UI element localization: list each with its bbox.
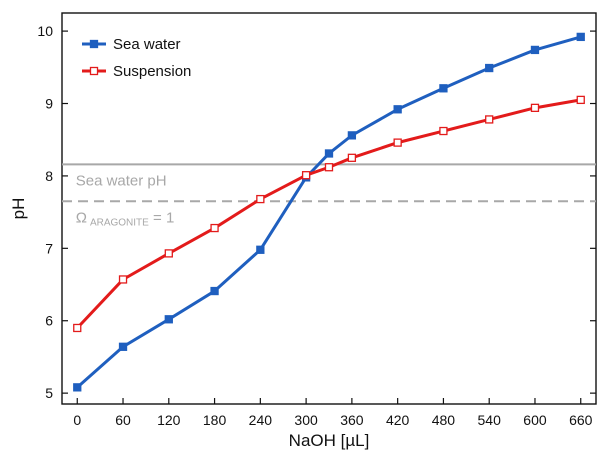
legend-label-sea-water: Sea water [113,36,181,53]
y-tick-label: 7 [45,240,53,256]
x-tick-label: 420 [386,412,410,428]
data-point-sea-water [210,286,219,296]
data-point-suspension [301,171,311,180]
data-point-sea-water [324,149,334,158]
data-point-sea-water [485,63,494,73]
plot-frame [61,12,597,405]
y-axis-title: pH [9,198,28,220]
data-point-sea-water [393,105,402,114]
x-tick-label: 120 [157,412,181,428]
data-point-suspension [73,323,82,333]
data-point-suspension [118,275,128,284]
x-tick-label: 480 [432,412,456,428]
y-tick-label: 6 [45,313,53,329]
aragonite-subscript: ARAGONITE [90,217,149,228]
x-axis-title: NaOH [µL] [289,431,370,450]
data-point-sea-water [164,315,173,324]
x-tick-label: 180 [203,412,227,428]
data-point-suspension [324,163,334,172]
data-point-sea-water [439,84,448,93]
x-tick-label: 600 [523,412,547,428]
aragonite-reference-label: Ω ARAGONITE = 1 [76,209,175,228]
x-tick-label: 240 [249,412,273,428]
data-point-suspension [210,223,219,233]
x-tick-label: 660 [569,412,593,428]
data-point-suspension [439,126,448,136]
x-tick-label: 300 [294,412,318,428]
data-point-sea-water [73,383,82,392]
data-point-suspension [393,138,402,147]
y-tick-label: 8 [45,168,53,184]
x-tick-label: 60 [115,412,131,428]
data-point-suspension [485,115,494,124]
seawater-ph-reference-label: Sea water pH [76,172,167,189]
data-point-sea-water [118,342,128,351]
aragonite-equals-one: = 1 [149,209,174,226]
data-point-sea-water [347,131,357,140]
y-tick-label: 5 [45,385,53,401]
legend-label-suspension: Suspension [113,63,191,80]
legend-marker-suspension [89,66,99,76]
data-point-suspension [347,153,357,162]
data-point-sea-water [530,45,540,55]
data-point-suspension [530,103,540,113]
y-tick-label: 9 [45,96,53,112]
data-point-sea-water [256,245,265,254]
data-point-sea-water [576,32,585,42]
omega-symbol: Ω [76,209,87,226]
x-tick-label: 0 [73,412,81,428]
data-point-suspension [256,194,265,204]
x-tick-label: 540 [478,412,502,428]
data-point-suspension [576,95,585,105]
y-tick-label: 10 [37,23,53,39]
x-tick-label: 360 [340,412,364,428]
data-point-suspension [164,249,173,258]
legend-marker-sea-water [89,39,99,49]
